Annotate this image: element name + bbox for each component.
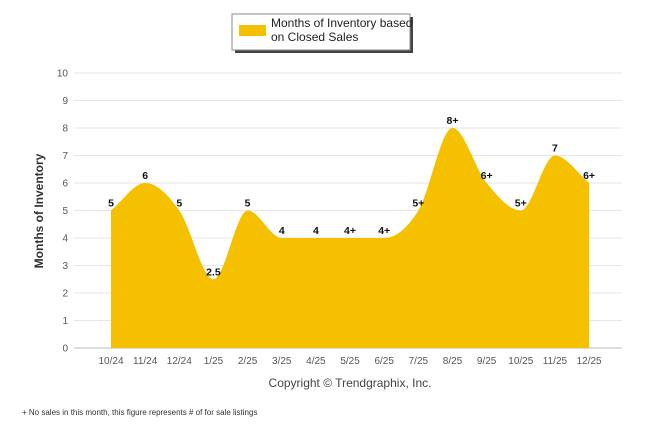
x-tick-label: 10/25 — [508, 356, 533, 367]
data-label: 5 — [245, 198, 251, 210]
y-tick-label: 5 — [62, 206, 68, 217]
data-label: 4 — [313, 225, 319, 237]
y-tick-label: 8 — [62, 124, 68, 135]
x-tick-label: 5/25 — [340, 356, 360, 367]
x-tick-label: 12/24 — [167, 356, 192, 367]
x-tick-label: 12/25 — [577, 356, 602, 367]
y-tick-label: 4 — [62, 234, 68, 245]
x-tick-label: 7/25 — [409, 356, 429, 367]
data-label: 5 — [108, 198, 114, 210]
x-tick-label: 4/25 — [306, 356, 326, 367]
footnote: + No sales in this month, this figure re… — [22, 408, 257, 417]
data-label: 6 — [142, 170, 148, 182]
x-tick-label: 11/25 — [543, 356, 568, 367]
area-series — [111, 128, 590, 348]
y-tick-label: 6 — [62, 179, 68, 190]
x-tick-label: 6/25 — [374, 356, 394, 367]
y-tick-label: 0 — [62, 344, 68, 355]
x-tick-label: 9/25 — [477, 356, 497, 367]
y-axis-label: Months of Inventory — [32, 153, 46, 268]
data-labels: 5 6 5 2.5 5 4 4 4+ 4+ 5+ 8+ 6+ 5+ 7 6+ — [108, 115, 595, 278]
data-label: 4+ — [378, 225, 390, 237]
legend-label-line-2: on Closed Sales — [271, 30, 358, 44]
data-label: 6+ — [583, 170, 595, 182]
data-label: 2.5 — [206, 266, 221, 278]
legend-swatch — [239, 25, 266, 36]
x-tick-label: 1/25 — [204, 356, 224, 367]
x-tick-labels: 10/24 11/24 12/24 1/25 2/25 3/25 4/25 5/25 6/25 7… — [98, 356, 602, 367]
data-label: 7 — [552, 143, 558, 155]
y-tick-label: 3 — [62, 261, 68, 272]
y-tick-label: 10 — [57, 69, 69, 80]
x-tick-label: 10/24 — [98, 356, 123, 367]
copyright-text: Copyright © Trendgraphix, Inc. — [269, 376, 432, 390]
data-label: 5 — [176, 198, 182, 210]
x-tick-label: 3/25 — [272, 356, 292, 367]
y-tick-label: 1 — [62, 316, 68, 327]
legend-label-line-1: Months of Inventory based — [271, 16, 412, 30]
data-label: 8+ — [447, 115, 459, 127]
y-tick-label: 9 — [62, 96, 68, 107]
area-fill — [111, 128, 590, 348]
data-label: 4+ — [344, 225, 356, 237]
legend: Months of Inventory based on Closed Sale… — [231, 13, 413, 53]
data-label: 5+ — [412, 198, 424, 210]
y-tick-labels: 0 1 2 3 4 5 6 7 8 9 10 — [57, 69, 69, 355]
x-tick-label: 2/25 — [238, 356, 258, 367]
data-label: 6+ — [481, 170, 493, 182]
data-label: 4 — [279, 225, 285, 237]
y-tick-label: 2 — [62, 289, 68, 300]
y-tick-label: 7 — [62, 151, 68, 162]
x-tick-label: 8/25 — [443, 356, 463, 367]
data-label: 5+ — [515, 198, 527, 210]
x-tick-label: 11/24 — [133, 356, 158, 367]
